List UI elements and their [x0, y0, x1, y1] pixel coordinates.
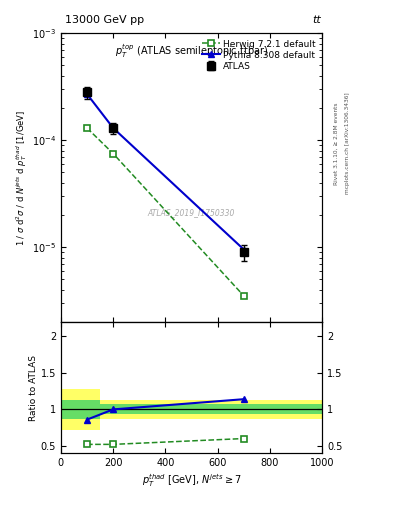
- Text: ATLAS_2019_I1750330: ATLAS_2019_I1750330: [148, 208, 235, 217]
- Y-axis label: 1 / $\sigma$ d$^2\sigma$ / d $N^{jets}$ d $p_T^{thad}$ [1/GeV]: 1 / $\sigma$ d$^2\sigma$ / d $N^{jets}$ …: [14, 110, 29, 246]
- Herwig 7.2.1 default: [85, 125, 90, 131]
- Line: Pythia 8.308 default: Pythia 8.308 default: [84, 91, 247, 253]
- Line: Herwig 7.2.1 default: Herwig 7.2.1 default: [84, 124, 247, 300]
- Text: $p_T^{top}$ (ATLAS semileptonic ttbar): $p_T^{top}$ (ATLAS semileptonic ttbar): [115, 42, 268, 60]
- Text: Rivet 3.1.10, ≥ 2.8M events: Rivet 3.1.10, ≥ 2.8M events: [334, 102, 338, 185]
- Herwig 7.2.1 default: [111, 151, 116, 157]
- Herwig 7.2.1 default: [241, 293, 246, 299]
- Text: tt: tt: [313, 14, 321, 25]
- Legend: Herwig 7.2.1 default, Pythia 8.308 default, ATLAS: Herwig 7.2.1 default, Pythia 8.308 defau…: [200, 38, 318, 73]
- Pythia 8.308 default: [111, 125, 116, 131]
- X-axis label: $p_T^{thad}$ [GeV], $N^{jets} \geq 7$: $p_T^{thad}$ [GeV], $N^{jets} \geq 7$: [142, 472, 241, 489]
- Pythia 8.308 default: [85, 91, 90, 97]
- Text: 13000 GeV pp: 13000 GeV pp: [65, 14, 144, 25]
- Text: mcplots.cern.ch [arXiv:1306.3436]: mcplots.cern.ch [arXiv:1306.3436]: [345, 93, 350, 194]
- Y-axis label: Ratio to ATLAS: Ratio to ATLAS: [29, 354, 38, 420]
- Pythia 8.308 default: [241, 246, 246, 252]
